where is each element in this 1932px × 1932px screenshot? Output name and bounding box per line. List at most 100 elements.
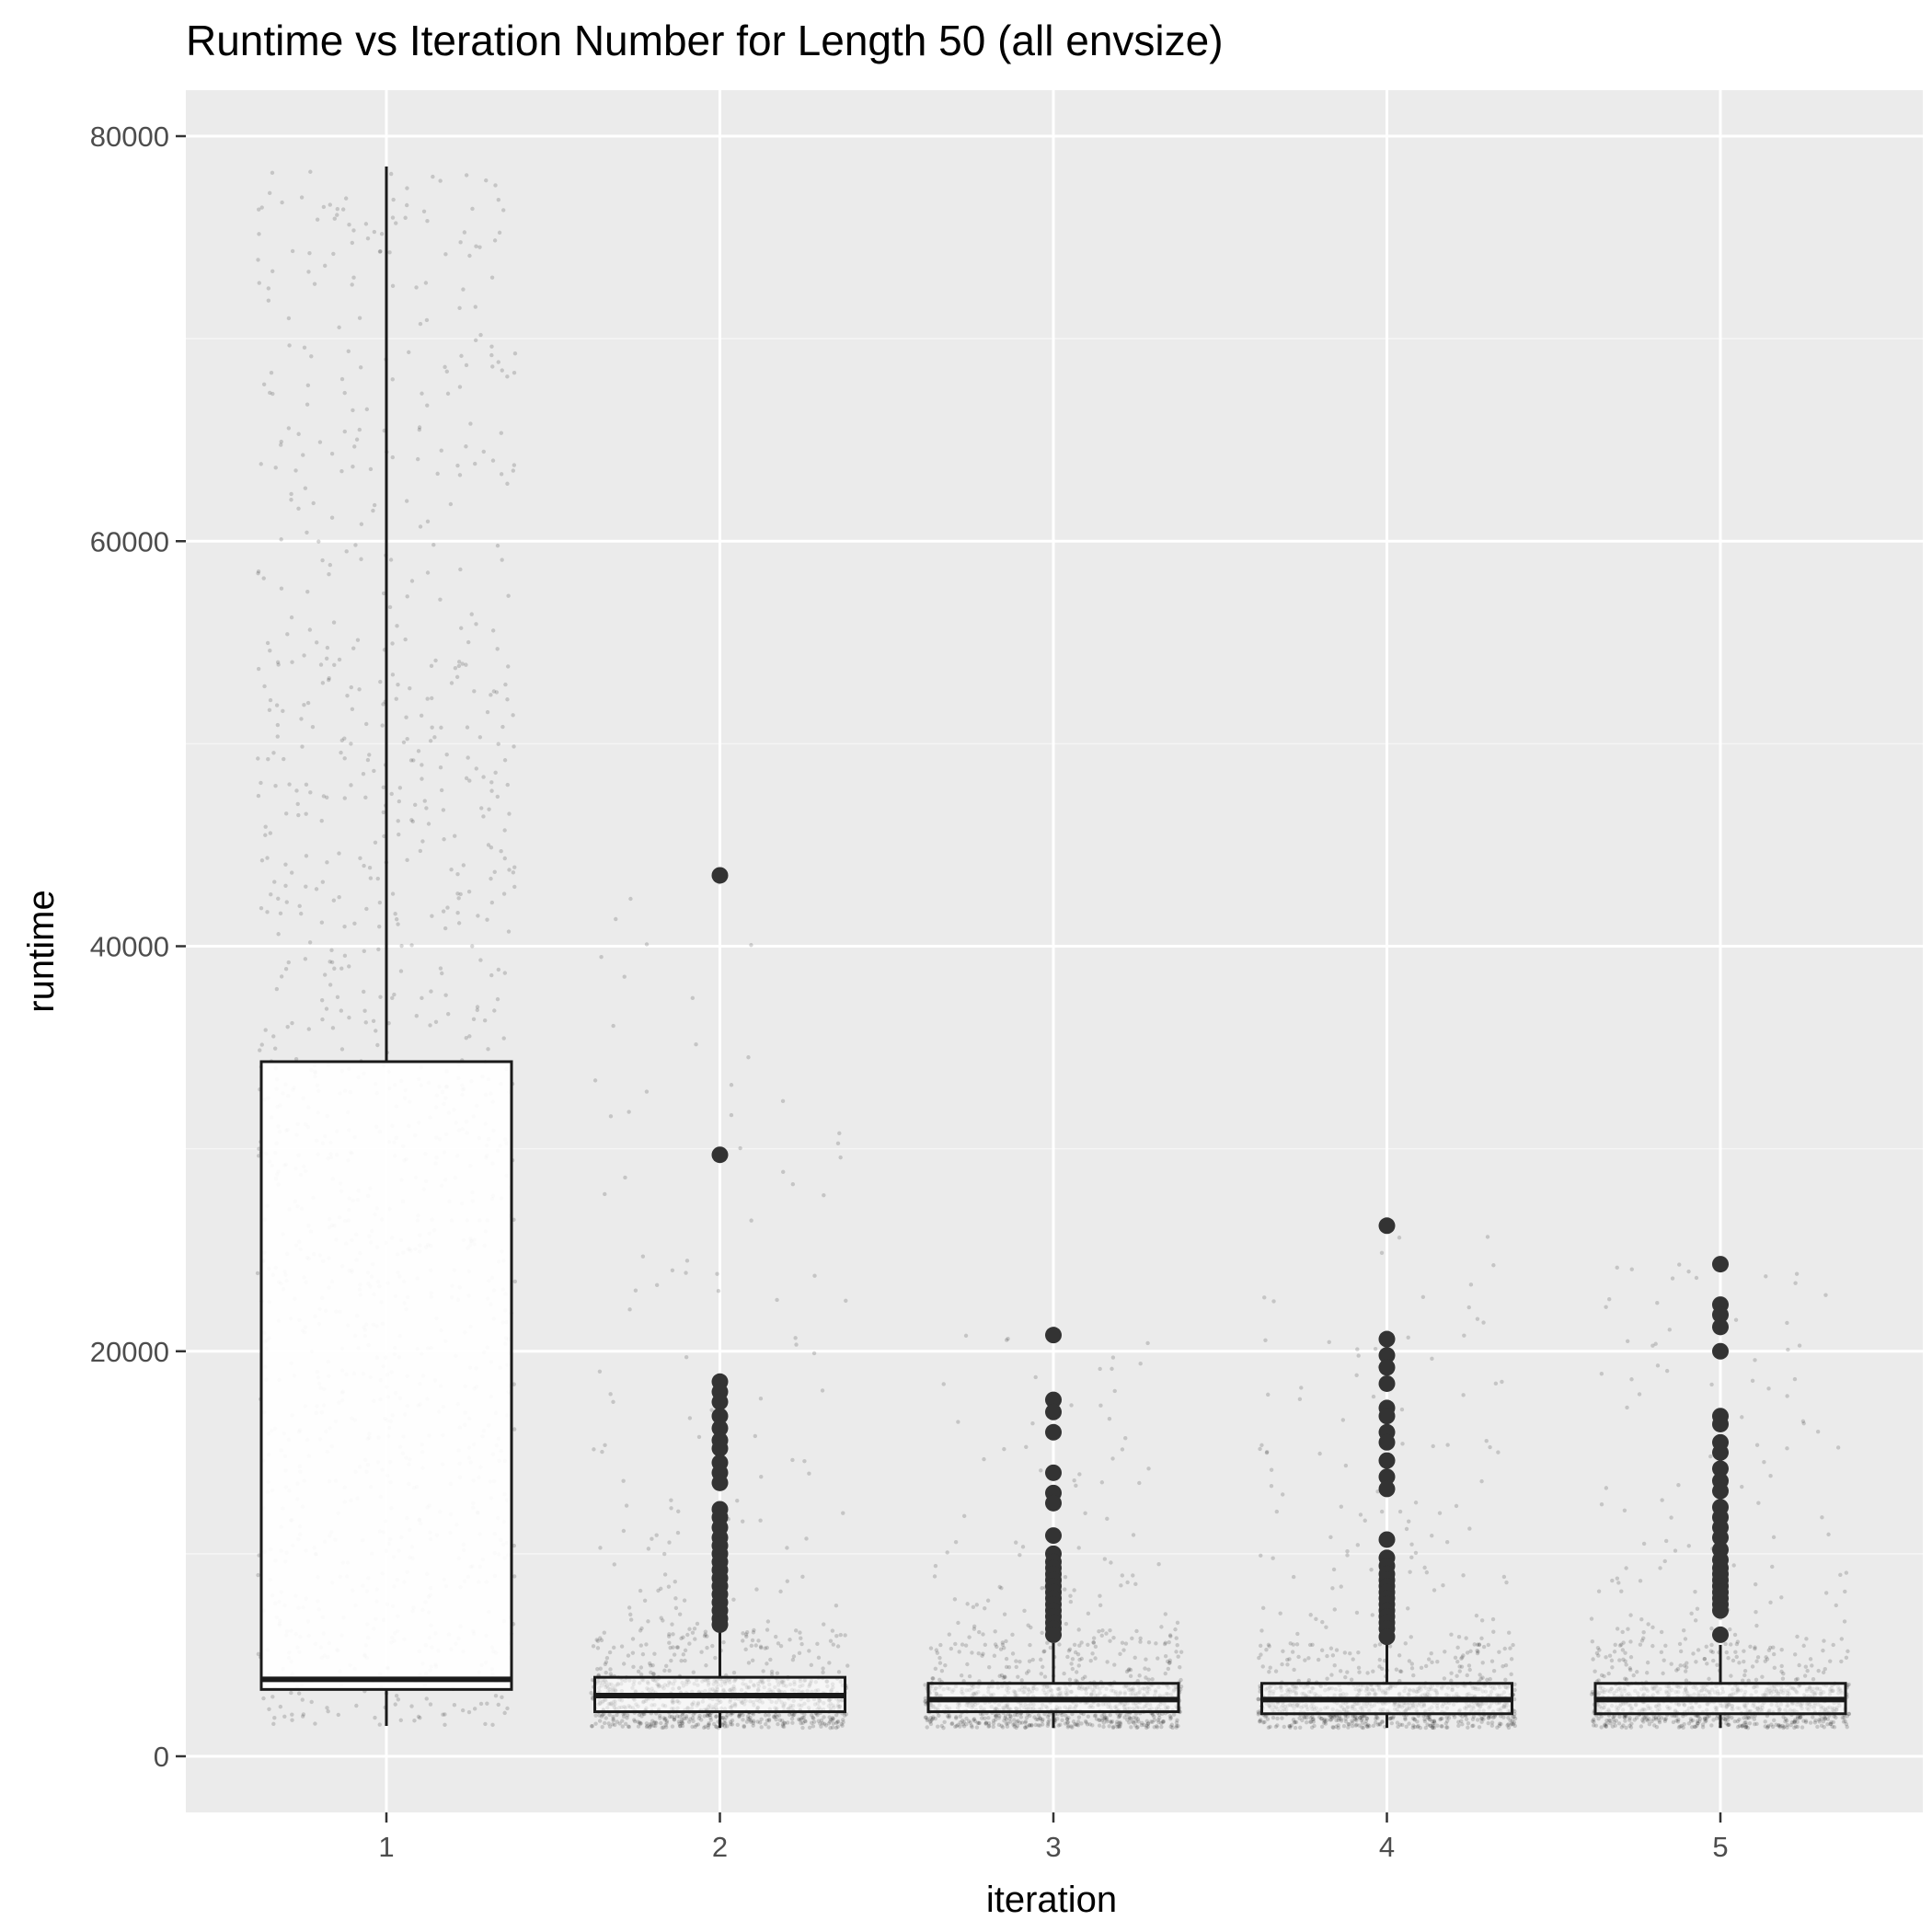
jitter-point — [474, 622, 478, 627]
jitter-point — [506, 593, 511, 598]
jitter-point — [1819, 1723, 1824, 1728]
jitter-point — [302, 345, 307, 351]
jitter-point — [287, 782, 292, 787]
jitter-point — [1042, 1649, 1047, 1654]
jitter-point — [1432, 1720, 1437, 1725]
jitter-point — [1403, 1641, 1408, 1646]
jitter-point — [931, 1715, 936, 1719]
jitter-point — [1460, 1655, 1465, 1660]
jitter-point — [1305, 1715, 1309, 1720]
jitter-point — [788, 1638, 792, 1642]
jitter-point — [1319, 1724, 1325, 1729]
jitter-point — [1662, 1717, 1667, 1722]
jitter-point — [754, 1587, 759, 1592]
jitter-point — [1086, 1714, 1091, 1719]
jitter-point — [644, 942, 650, 947]
jitter-point — [408, 685, 412, 691]
jitter-point — [1152, 1718, 1157, 1722]
jitter-point — [1118, 1720, 1122, 1725]
jitter-point — [1400, 1722, 1405, 1728]
jitter-point — [1511, 1642, 1515, 1648]
jitter-point — [265, 856, 270, 860]
jitter-point — [457, 473, 463, 477]
jitter-point — [1085, 1722, 1090, 1727]
jitter-point — [308, 169, 313, 174]
jitter-point — [1377, 1642, 1383, 1647]
jitter-point — [1785, 1719, 1789, 1723]
jitter-point — [452, 1703, 457, 1708]
jitter-point — [418, 321, 423, 327]
jitter-point — [834, 1604, 839, 1608]
jitter-point — [1662, 1658, 1666, 1662]
jitter-point — [329, 451, 335, 456]
jitter-point — [363, 222, 369, 226]
jitter-point — [1617, 1658, 1622, 1662]
jitter-point — [375, 1042, 380, 1048]
jitter-point — [1074, 1670, 1079, 1674]
jitter-point — [1099, 1713, 1104, 1719]
jitter-point — [255, 1271, 260, 1276]
jitter-point — [662, 1572, 668, 1577]
jitter-point — [401, 740, 407, 745]
jitter-point — [1846, 1711, 1852, 1717]
jitter-point — [312, 282, 317, 286]
jitter-point — [926, 1717, 930, 1721]
jitter-point — [495, 543, 500, 548]
jitter-point — [1287, 1657, 1292, 1662]
jitter-point — [1841, 1719, 1846, 1724]
jitter-point — [328, 960, 332, 964]
jitter-point — [1167, 1639, 1171, 1645]
jitter-point — [677, 1612, 683, 1616]
jitter-point — [1076, 1663, 1081, 1668]
jitter-point — [351, 408, 355, 413]
jitter-point — [1028, 1713, 1032, 1719]
jitter-point — [381, 702, 385, 707]
jitter-point — [986, 1723, 992, 1729]
jitter-point — [621, 1714, 627, 1719]
jitter-point — [1006, 1336, 1010, 1341]
jitter-point — [1146, 1677, 1151, 1682]
jitter-point — [1358, 1512, 1363, 1517]
jitter-point — [744, 1630, 750, 1635]
jitter-point — [282, 756, 286, 762]
jitter-point — [958, 1724, 962, 1729]
jitter-point — [473, 338, 478, 343]
jitter-point — [1287, 1724, 1293, 1729]
jitter-point — [345, 693, 350, 698]
jitter-point — [1111, 1724, 1116, 1730]
jitter-point — [511, 870, 516, 875]
jitter-point — [1328, 1535, 1333, 1540]
jitter-point — [636, 1724, 641, 1729]
jitter-point — [1028, 1642, 1032, 1648]
jitter-point — [354, 437, 360, 442]
jitter-point — [1145, 1340, 1150, 1346]
jitter-point — [328, 562, 333, 568]
jitter-point — [822, 1721, 827, 1726]
jitter-point — [489, 900, 495, 905]
jitter-point — [1176, 1723, 1180, 1729]
jitter-point — [1086, 1611, 1091, 1616]
jitter-point — [1319, 1716, 1324, 1721]
jitter-point — [1144, 1723, 1149, 1728]
jitter-point — [461, 287, 466, 292]
jitter-point — [1488, 1676, 1492, 1682]
jitter-point — [1425, 1722, 1430, 1727]
jitter-point — [994, 1712, 998, 1718]
jitter-point — [1825, 1717, 1831, 1721]
jitter-point — [1112, 1662, 1117, 1667]
jitter-point — [1464, 1636, 1468, 1640]
jitter-point — [651, 1720, 657, 1725]
jitter-point — [691, 1719, 696, 1723]
jitter-point — [600, 1449, 604, 1455]
jitter-point — [937, 1677, 942, 1683]
jitter-point — [1504, 1580, 1509, 1585]
jitter-point — [1117, 1714, 1122, 1719]
jitter-point — [487, 807, 491, 811]
jitter-point — [1264, 1450, 1270, 1455]
jitter-point — [1266, 1392, 1271, 1397]
jitter-point — [1663, 1717, 1669, 1721]
jitter-point — [1142, 1722, 1146, 1728]
jitter-point — [597, 1719, 603, 1723]
jitter-point — [337, 895, 341, 900]
jitter-point — [1178, 1665, 1182, 1670]
